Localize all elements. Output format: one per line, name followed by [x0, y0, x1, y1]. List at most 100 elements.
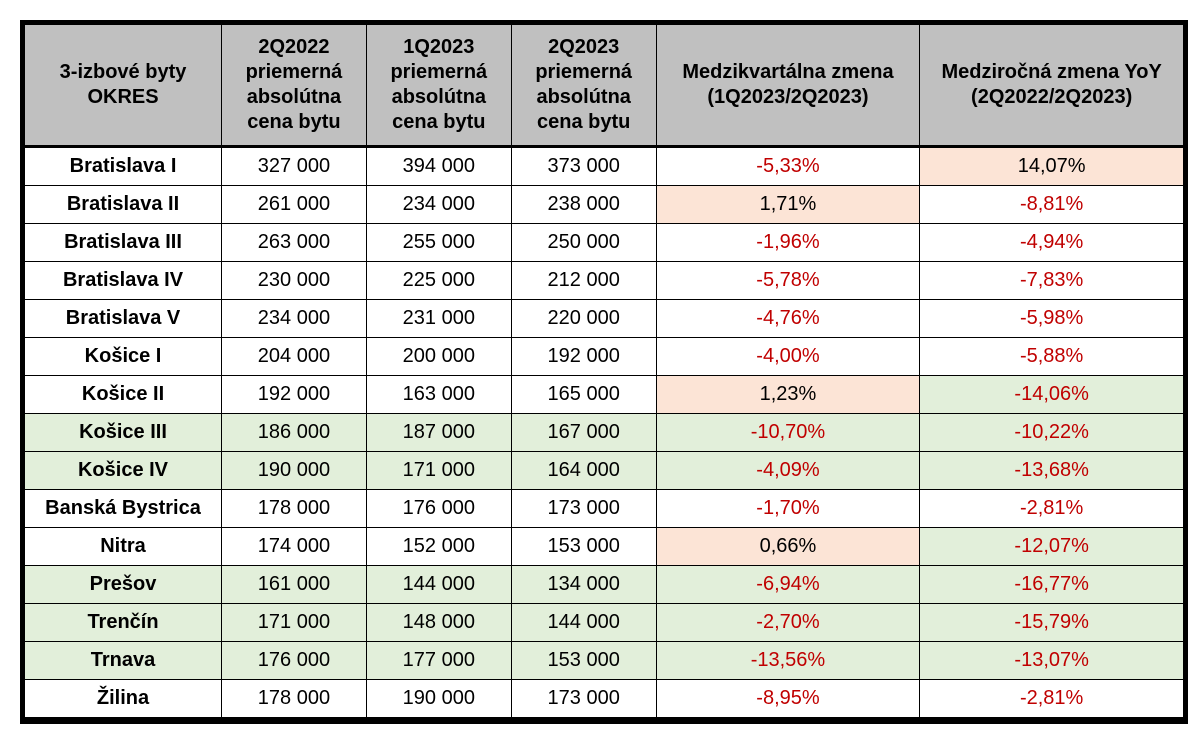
- cell-2q2022: 261 000: [222, 186, 367, 224]
- cell-2q2023: 173 000: [511, 680, 656, 719]
- cell-2q2023: 173 000: [511, 490, 656, 528]
- table-row: Trnava176 000177 000153 000-13,56%-13,07…: [25, 642, 1184, 680]
- cell-2q2022: 174 000: [222, 528, 367, 566]
- cell-okres: Košice I: [25, 338, 222, 376]
- price-table-container: 3-izbové byty OKRES 2Q2022 priemerná abs…: [20, 20, 1188, 724]
- cell-2q2022: 161 000: [222, 566, 367, 604]
- cell-okres: Bratislava IV: [25, 262, 222, 300]
- cell-qoq: -6,94%: [656, 566, 920, 604]
- cell-1q2023: 152 000: [366, 528, 511, 566]
- cell-qoq: -4,76%: [656, 300, 920, 338]
- table-row: Žilina178 000190 000173 000-8,95%-2,81%: [25, 680, 1184, 719]
- cell-2q2023: 153 000: [511, 528, 656, 566]
- cell-yoy: -13,68%: [920, 452, 1184, 490]
- col-1q2023: 1Q2023 priemerná absolútna cena bytu: [366, 25, 511, 147]
- table-row: Košice IV190 000171 000164 000-4,09%-13,…: [25, 452, 1184, 490]
- cell-yoy: -10,22%: [920, 414, 1184, 452]
- cell-yoy: -7,83%: [920, 262, 1184, 300]
- cell-2q2022: 230 000: [222, 262, 367, 300]
- cell-2q2022: 204 000: [222, 338, 367, 376]
- cell-2q2022: 178 000: [222, 490, 367, 528]
- cell-yoy: -2,81%: [920, 490, 1184, 528]
- col-qoq: Medzikvartálna zmena (1Q2023/2Q2023): [656, 25, 920, 147]
- cell-2q2023: 165 000: [511, 376, 656, 414]
- cell-1q2023: 163 000: [366, 376, 511, 414]
- cell-1q2023: 177 000: [366, 642, 511, 680]
- cell-yoy: -5,88%: [920, 338, 1184, 376]
- cell-1q2023: 148 000: [366, 604, 511, 642]
- cell-2q2023: 164 000: [511, 452, 656, 490]
- table-row: Košice II192 000163 000165 0001,23%-14,0…: [25, 376, 1184, 414]
- cell-2q2023: 167 000: [511, 414, 656, 452]
- cell-2q2023: 192 000: [511, 338, 656, 376]
- cell-2q2022: 176 000: [222, 642, 367, 680]
- cell-yoy: -4,94%: [920, 224, 1184, 262]
- cell-2q2023: 238 000: [511, 186, 656, 224]
- cell-2q2023: 373 000: [511, 147, 656, 186]
- table-row: Košice III186 000187 000167 000-10,70%-1…: [25, 414, 1184, 452]
- col-2q2023: 2Q2023 priemerná absolútna cena bytu: [511, 25, 656, 147]
- cell-1q2023: 234 000: [366, 186, 511, 224]
- table-row: Košice I204 000200 000192 000-4,00%-5,88…: [25, 338, 1184, 376]
- cell-2q2023: 153 000: [511, 642, 656, 680]
- cell-yoy: -8,81%: [920, 186, 1184, 224]
- table-row: Nitra174 000152 000153 0000,66%-12,07%: [25, 528, 1184, 566]
- table-body: Bratislava I327 000394 000373 000-5,33%1…: [25, 147, 1184, 719]
- cell-1q2023: 225 000: [366, 262, 511, 300]
- cell-2q2023: 220 000: [511, 300, 656, 338]
- cell-1q2023: 144 000: [366, 566, 511, 604]
- cell-qoq: -10,70%: [656, 414, 920, 452]
- col-yoy: Medziročná zmena YoY (2Q2022/2Q2023): [920, 25, 1184, 147]
- cell-yoy: -12,07%: [920, 528, 1184, 566]
- cell-1q2023: 231 000: [366, 300, 511, 338]
- col-okres: 3-izbové byty OKRES: [25, 25, 222, 147]
- cell-yoy: -14,06%: [920, 376, 1184, 414]
- col-2q2022: 2Q2022 priemerná absolútna cena bytu: [222, 25, 367, 147]
- table-row: Bratislava IV230 000225 000212 000-5,78%…: [25, 262, 1184, 300]
- table-row: Trenčín171 000148 000144 000-2,70%-15,79…: [25, 604, 1184, 642]
- cell-yoy: -2,81%: [920, 680, 1184, 719]
- table-row: Bratislava V234 000231 000220 000-4,76%-…: [25, 300, 1184, 338]
- table-row: Bratislava II261 000234 000238 0001,71%-…: [25, 186, 1184, 224]
- table-row: Banská Bystrica178 000176 000173 000-1,7…: [25, 490, 1184, 528]
- cell-yoy: -16,77%: [920, 566, 1184, 604]
- cell-okres: Košice III: [25, 414, 222, 452]
- cell-1q2023: 394 000: [366, 147, 511, 186]
- cell-okres: Prešov: [25, 566, 222, 604]
- cell-qoq: -13,56%: [656, 642, 920, 680]
- cell-qoq: -2,70%: [656, 604, 920, 642]
- cell-okres: Žilina: [25, 680, 222, 719]
- cell-qoq: -8,95%: [656, 680, 920, 719]
- cell-1q2023: 171 000: [366, 452, 511, 490]
- cell-qoq: -5,78%: [656, 262, 920, 300]
- table-row: Bratislava III263 000255 000250 000-1,96…: [25, 224, 1184, 262]
- cell-qoq: -1,96%: [656, 224, 920, 262]
- cell-2q2022: 327 000: [222, 147, 367, 186]
- cell-okres: Bratislava II: [25, 186, 222, 224]
- cell-okres: Banská Bystrica: [25, 490, 222, 528]
- cell-2q2022: 263 000: [222, 224, 367, 262]
- cell-okres: Košice II: [25, 376, 222, 414]
- cell-1q2023: 187 000: [366, 414, 511, 452]
- cell-1q2023: 200 000: [366, 338, 511, 376]
- cell-qoq: -1,70%: [656, 490, 920, 528]
- cell-okres: Nitra: [25, 528, 222, 566]
- cell-yoy: -13,07%: [920, 642, 1184, 680]
- cell-2q2022: 186 000: [222, 414, 367, 452]
- cell-2q2022: 190 000: [222, 452, 367, 490]
- cell-1q2023: 190 000: [366, 680, 511, 719]
- table-row: Bratislava I327 000394 000373 000-5,33%1…: [25, 147, 1184, 186]
- cell-2q2022: 234 000: [222, 300, 367, 338]
- cell-okres: Trenčín: [25, 604, 222, 642]
- cell-yoy: 14,07%: [920, 147, 1184, 186]
- cell-qoq: -4,09%: [656, 452, 920, 490]
- cell-okres: Bratislava I: [25, 147, 222, 186]
- cell-2q2023: 212 000: [511, 262, 656, 300]
- cell-qoq: 1,71%: [656, 186, 920, 224]
- cell-okres: Trnava: [25, 642, 222, 680]
- cell-2q2022: 171 000: [222, 604, 367, 642]
- table-header: 3-izbové byty OKRES 2Q2022 priemerná abs…: [25, 25, 1184, 147]
- cell-2q2023: 134 000: [511, 566, 656, 604]
- price-table: 3-izbové byty OKRES 2Q2022 priemerná abs…: [24, 24, 1184, 720]
- table-row: Prešov161 000144 000134 000-6,94%-16,77%: [25, 566, 1184, 604]
